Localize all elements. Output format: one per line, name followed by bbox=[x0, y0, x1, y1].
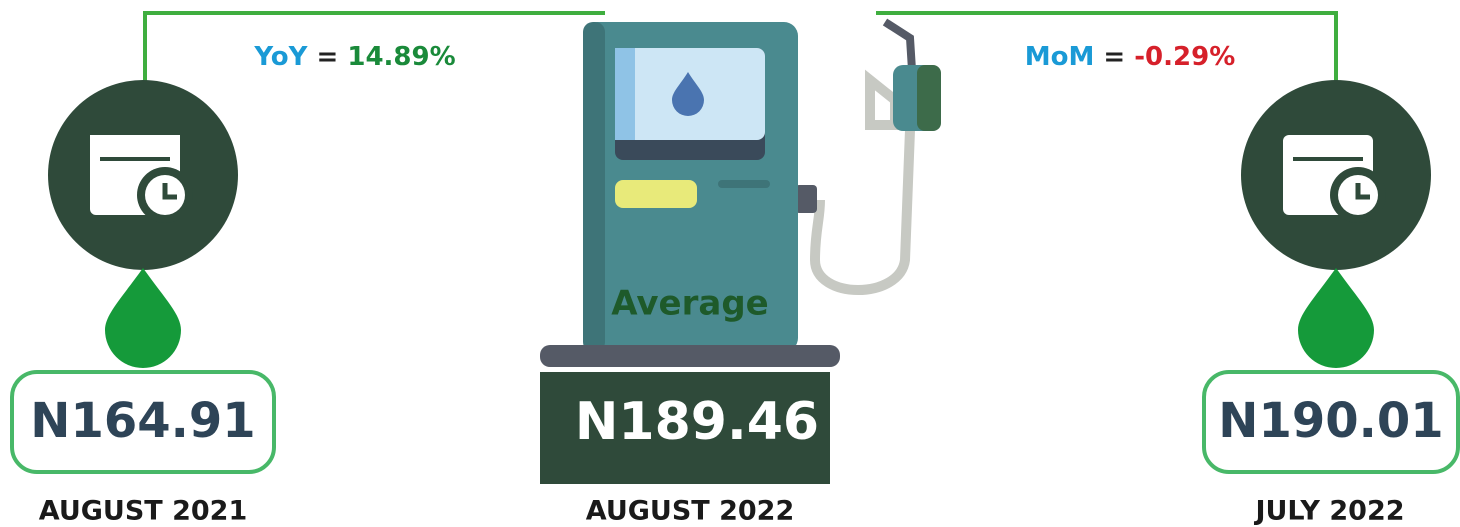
yoy-label: YoY bbox=[253, 42, 308, 72]
price: N189.46 bbox=[575, 392, 819, 452]
drop-icon bbox=[1298, 268, 1374, 368]
date-label: AUGUST 2021 bbox=[39, 496, 248, 527]
date-label: AUGUST 2022 bbox=[586, 496, 795, 527]
price: N164.91 bbox=[30, 393, 255, 449]
pump-label: Average bbox=[611, 284, 768, 324]
drop-icon bbox=[105, 268, 181, 368]
mom-label: MoM bbox=[1025, 42, 1095, 72]
yoy-text: YoY = 14.89% bbox=[253, 42, 455, 72]
calendar-icon bbox=[1241, 80, 1431, 270]
infographic: Average YoY = 14.89% MoM = -0.29% N164.9… bbox=[0, 0, 1460, 527]
calendar-icon bbox=[48, 80, 238, 270]
mom-text: MoM = -0.29% bbox=[1025, 42, 1236, 72]
mom-value: -0.29% bbox=[1134, 42, 1235, 72]
date-label: JULY 2022 bbox=[1253, 496, 1404, 527]
yoy-value: 14.89% bbox=[347, 42, 455, 72]
equals-sign: = bbox=[1103, 42, 1125, 72]
equals-sign: = bbox=[317, 42, 339, 72]
price: N190.01 bbox=[1218, 393, 1443, 449]
